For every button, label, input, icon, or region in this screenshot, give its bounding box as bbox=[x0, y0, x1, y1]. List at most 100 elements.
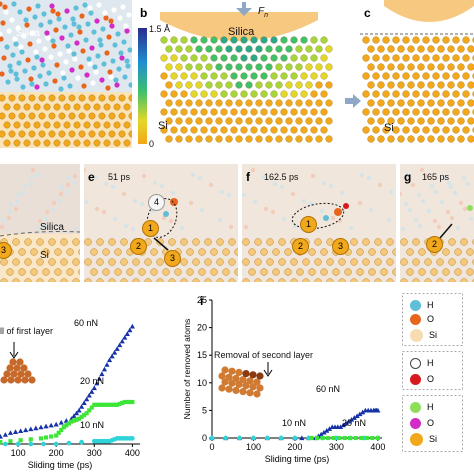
panel-b-structure bbox=[138, 2, 333, 144]
data-point bbox=[74, 417, 79, 422]
si-atom bbox=[84, 238, 92, 246]
silica-atom bbox=[108, 18, 114, 24]
si-atom bbox=[108, 94, 116, 102]
panel-f: f 162.5 ps 1 2 3 bbox=[242, 164, 396, 282]
si-label-c: Si bbox=[384, 122, 394, 134]
data-point bbox=[38, 424, 44, 430]
si-atom bbox=[377, 117, 385, 125]
silica-atom bbox=[436, 224, 442, 230]
data-point bbox=[364, 435, 369, 441]
si-atom bbox=[265, 117, 273, 125]
atom-illustration bbox=[218, 372, 226, 380]
silica-atom bbox=[250, 167, 256, 173]
silica-atom bbox=[82, 2, 88, 8]
si-atom bbox=[367, 63, 375, 71]
si-atom bbox=[13, 121, 21, 129]
data-point bbox=[84, 411, 89, 416]
si-atom bbox=[235, 117, 243, 125]
si-atom bbox=[300, 126, 308, 134]
silica-atom bbox=[91, 29, 97, 35]
silica-atom bbox=[50, 38, 56, 44]
atom-illustration bbox=[24, 370, 32, 378]
data-point bbox=[84, 396, 90, 402]
data-point bbox=[96, 376, 102, 381]
atom-illustration bbox=[228, 379, 236, 387]
si-atom bbox=[362, 258, 370, 266]
si-atom bbox=[210, 90, 218, 98]
si-atom bbox=[290, 72, 298, 80]
si-atom bbox=[400, 258, 408, 266]
si-atom bbox=[38, 130, 46, 138]
data-point bbox=[59, 427, 64, 433]
hydrogen-atom bbox=[323, 215, 329, 221]
si-atom bbox=[180, 126, 188, 134]
si-atom bbox=[296, 268, 304, 276]
data-point bbox=[129, 323, 135, 329]
si-atom bbox=[190, 126, 198, 134]
si-atom bbox=[417, 81, 425, 89]
data-point bbox=[61, 425, 66, 430]
hydrogen-green-icon bbox=[410, 401, 421, 413]
si-atom bbox=[300, 36, 308, 44]
si-atom bbox=[467, 63, 474, 71]
si-atom bbox=[190, 72, 198, 80]
series-label: 10 nN bbox=[80, 420, 104, 430]
si-atom bbox=[442, 248, 450, 256]
data-point bbox=[76, 416, 82, 421]
silica-atom bbox=[452, 190, 458, 196]
si-atom bbox=[102, 248, 110, 256]
silica-atom bbox=[0, 71, 5, 77]
si-atom bbox=[332, 268, 340, 276]
silica-atom bbox=[400, 226, 406, 232]
si-atom bbox=[180, 36, 188, 44]
si-atom bbox=[90, 268, 98, 276]
x-tick-label: 200 bbox=[287, 442, 302, 452]
si-atom bbox=[427, 135, 435, 143]
si-atom bbox=[93, 121, 101, 129]
silica-atom bbox=[0, 36, 4, 42]
atom-illustration bbox=[232, 386, 240, 394]
silica-atom bbox=[403, 201, 409, 207]
data-point bbox=[91, 385, 97, 391]
si-atom bbox=[23, 139, 31, 147]
si-atom bbox=[234, 268, 238, 276]
silica-atom bbox=[8, 68, 14, 74]
si-atom bbox=[255, 99, 263, 107]
data-point bbox=[343, 420, 349, 426]
si-atom bbox=[18, 268, 26, 276]
silica-atom bbox=[0, 20, 6, 26]
si-atom bbox=[457, 81, 465, 89]
x-tick-label: 300 bbox=[329, 442, 344, 452]
si-atom bbox=[285, 99, 293, 107]
data-point bbox=[12, 429, 19, 434]
si-atom bbox=[457, 45, 465, 53]
hydrogen-white-icon bbox=[410, 357, 421, 369]
si-atom bbox=[160, 54, 168, 62]
x-tick-label: 400 bbox=[125, 448, 140, 458]
silica-atom bbox=[0, 1, 3, 7]
si-atom bbox=[422, 72, 430, 80]
silica-atom bbox=[59, 184, 65, 190]
y-axis-label: Number of removed atoms bbox=[182, 319, 192, 420]
data-point bbox=[54, 433, 59, 438]
si-atom bbox=[412, 126, 420, 134]
si-atom bbox=[175, 99, 183, 107]
si-label-d: Si bbox=[40, 250, 49, 261]
si-atom bbox=[13, 103, 21, 111]
si-atom bbox=[285, 135, 293, 143]
si-atom bbox=[260, 126, 268, 134]
si-atom bbox=[190, 36, 198, 44]
si-atom bbox=[228, 258, 236, 266]
silica-label-b: Silica bbox=[228, 26, 255, 38]
si-atom bbox=[160, 108, 168, 116]
atom-marker-1-e: 1 bbox=[142, 220, 159, 237]
data-point bbox=[251, 435, 256, 441]
si-atom bbox=[215, 45, 223, 53]
si-atom bbox=[170, 36, 178, 44]
si-atom bbox=[284, 268, 292, 276]
silica-atom bbox=[57, 198, 63, 204]
si-atom bbox=[392, 126, 400, 134]
silica-atom bbox=[433, 189, 439, 195]
si-atom bbox=[402, 54, 410, 62]
si-atom bbox=[83, 121, 91, 129]
